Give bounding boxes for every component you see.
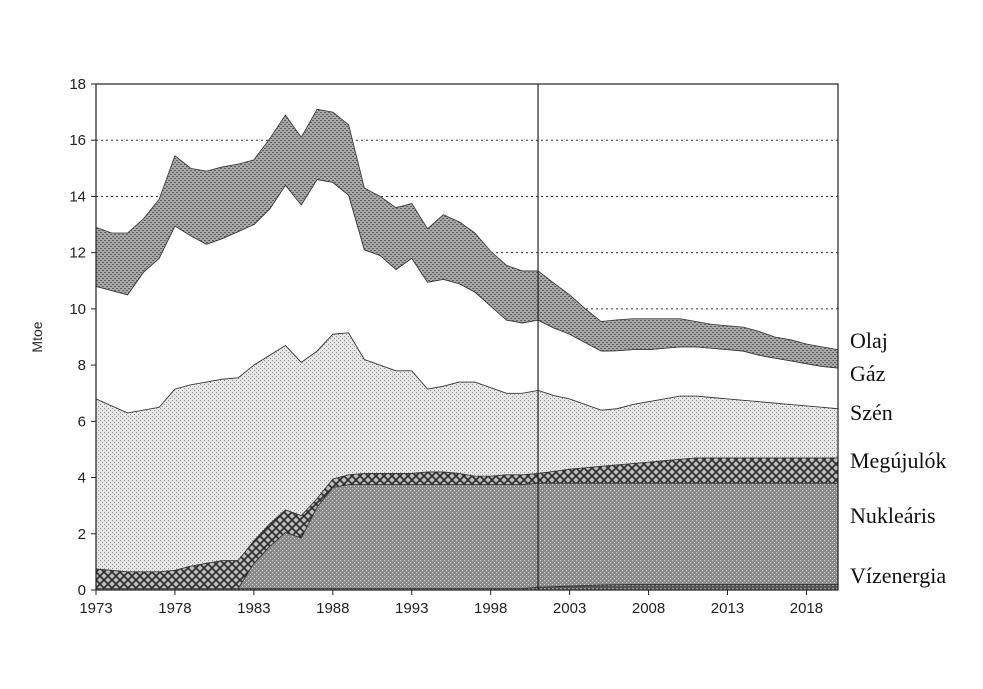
x-tick-label: 1978: [158, 600, 191, 617]
y-axis-ticks: 0 2 4 6 8 10 12 14 16 18: [69, 76, 96, 599]
y-tick-label: 12: [69, 245, 86, 262]
legend-label-oil: Olaj: [850, 328, 888, 353]
y-axis-label: Mtoe: [29, 321, 45, 352]
plot-frame: [95, 83, 839, 591]
legend-label-coal: Szén: [850, 400, 893, 425]
x-tick-label: 1983: [237, 600, 270, 617]
y-tick-label: 4: [78, 470, 86, 487]
x-tick-label: 2018: [790, 600, 823, 617]
y-tick-label: 18: [69, 76, 86, 93]
x-tick-label: 2013: [711, 600, 744, 617]
legend-label-nuclear: Nukleáris: [850, 503, 936, 528]
legend-label-gas: Gáz: [850, 361, 886, 386]
y-tick-label: 8: [78, 357, 86, 374]
legend-label-hydro: Vízenergia: [850, 563, 946, 588]
y-tick-label: 14: [69, 188, 86, 205]
x-tick-label: 1998: [474, 600, 507, 617]
x-tick-label: 1988: [316, 600, 349, 617]
x-tick-label: 1973: [79, 600, 112, 617]
y-tick-label: 6: [78, 413, 86, 430]
y-tick-label: 0: [78, 582, 86, 599]
x-tick-label: 1993: [395, 600, 428, 617]
legend-label-renew: Megújulók: [850, 448, 947, 473]
y-tick-label: 16: [69, 132, 86, 149]
x-axis-ticks: 1973 1978 1983 1988 1993 1998 2003 2008 2013 2018: [79, 590, 823, 617]
area-series: [95, 108, 839, 591]
y-tick-label: 2: [78, 526, 86, 543]
x-tick-label: 2008: [632, 600, 665, 617]
y-tick-label: 10: [69, 301, 86, 318]
legend: Vízenergia Nukleáris Megújulók Szén Gáz Olaj: [850, 328, 947, 588]
x-tick-label: 2003: [553, 600, 586, 617]
